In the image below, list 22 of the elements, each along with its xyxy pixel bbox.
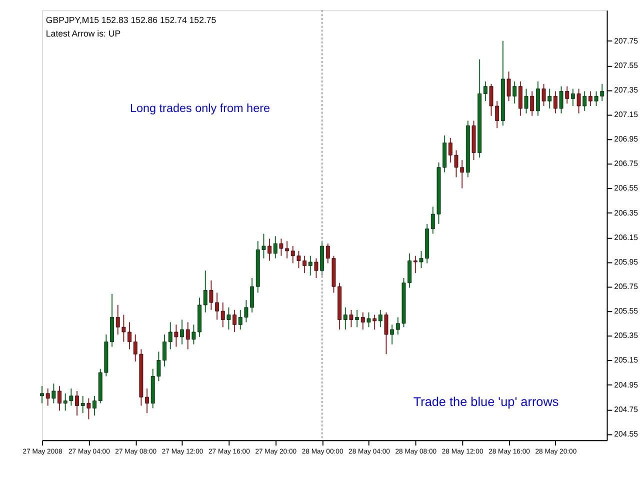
y-tick-label: 206.95 (614, 134, 639, 144)
y-tick-label: 206.15 (614, 232, 639, 242)
y-tick-label: 205.55 (614, 306, 639, 316)
y-tick-label: 207.15 (614, 110, 639, 120)
y-tick-label: 207.75 (614, 36, 639, 46)
y-tick-label: 206.35 (614, 208, 639, 218)
annotation: Latest Arrow is: UP (46, 28, 121, 39)
y-tick-label: 204.95 (614, 380, 639, 390)
y-tick-label: 206.55 (614, 184, 639, 193)
y-tick-label: 205.75 (614, 282, 639, 292)
annotation: Trade the blue 'up' arrows (413, 394, 559, 409)
y-tick-label: 205.15 (614, 356, 639, 365)
candlestick (40, 386, 44, 404)
y-tick-label: 207.55 (614, 60, 639, 70)
text: GBPJPY,M15 152.83 152.86 152.74 152.75 (46, 14, 216, 25)
y-tick-label: 205.35 (614, 331, 639, 340)
y-tick-label: 204.55 (614, 429, 639, 438)
annotation: Long trades only from here (130, 102, 270, 115)
y-tick-label: 204.75 (614, 404, 639, 414)
y-tick-label: 205.95 (614, 257, 639, 266)
y-tick-label: 207.35 (614, 85, 639, 94)
y-tick-label: 206.75 (614, 159, 639, 168)
